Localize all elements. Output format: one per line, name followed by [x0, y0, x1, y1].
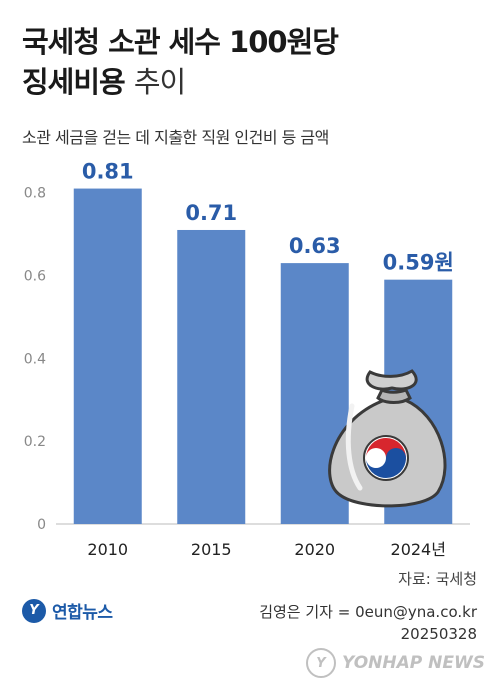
y-tick-label: 0.8 — [24, 186, 46, 202]
source-label: 자료: 국세청 — [398, 570, 477, 588]
x-tick-label: 2010 — [87, 540, 128, 559]
credit-reporter: 김영은 기자 = 0eun@yna.co.kr — [259, 603, 477, 621]
title-light-part: 추이 — [133, 65, 186, 99]
logo-text: 연합뉴스 — [52, 603, 113, 623]
y-tick-label: 0.6 — [24, 269, 46, 285]
credit: 김영은 기자 = 0eun@yna.co.kr 20250328 — [259, 601, 477, 645]
bar — [73, 188, 142, 525]
title-line-2: 징세비용 추이 — [22, 62, 338, 102]
bar-value-label: 0.71 — [185, 201, 237, 225]
title-bold-part: 징세비용 — [22, 65, 126, 99]
title-line-1: 국세청 소관 세수 100원당 — [22, 25, 339, 59]
x-tick-label: 2024년 — [391, 540, 446, 559]
bar-value-label: 0.63 — [289, 234, 341, 258]
yonhap-logo-icon: Y — [22, 598, 46, 623]
bar-value-label: 0.59원 — [383, 251, 454, 275]
subtitle: 소관 세금을 걷는 데 지출한 직원 인건비 등 금액 — [22, 128, 329, 147]
y-tick-label: 0.4 — [24, 351, 46, 367]
bar — [177, 229, 246, 524]
yonhap-logo: Y 연합뉴스 — [22, 598, 113, 623]
y-tick-label: 0.2 — [24, 434, 46, 450]
x-tick-label: 2020 — [294, 540, 335, 559]
bar-value-label: 0.81 — [82, 160, 134, 184]
y-tick-label: 0 — [37, 517, 46, 533]
page-title: 국세청 소관 세수 100원당 징세비용 추이 — [22, 22, 339, 102]
x-tick-label: 2015 — [191, 540, 232, 559]
money-bag-icon — [328, 369, 447, 508]
watermark-logo-icon: Y — [306, 648, 337, 678]
watermark: Y YONHAP NEWS — [306, 648, 485, 678]
credit-date: 20250328 — [400, 625, 477, 643]
watermark-text: YONHAP NEWS — [342, 653, 485, 673]
